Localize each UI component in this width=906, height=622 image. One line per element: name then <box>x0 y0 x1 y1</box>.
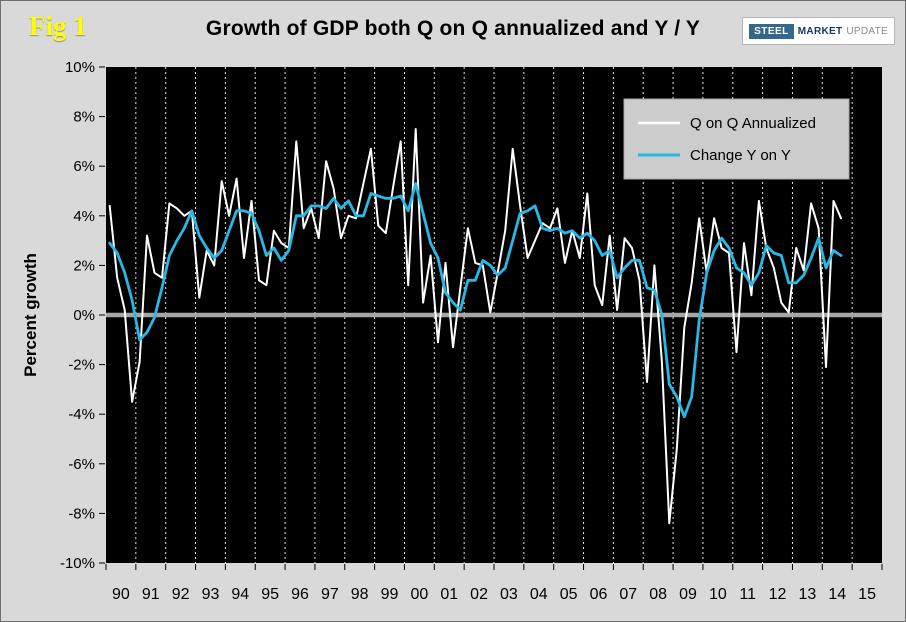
x-tick-label: 15 <box>858 586 876 603</box>
y-tick-label: -2% <box>68 357 95 374</box>
y-axis-title: Percent growth <box>21 253 40 377</box>
y-axis: 10% 8% 6% 4% 2% 0% -2% -4% -6% -8% -10% <box>60 59 105 572</box>
y-tick-label: 6% <box>73 158 95 175</box>
figure-label: Fig 1 <box>29 11 87 41</box>
x-tick-label: 04 <box>530 586 548 603</box>
x-tick-label: 08 <box>649 586 667 603</box>
y-tick-label: -4% <box>68 406 95 423</box>
x-tick-label: 14 <box>828 586 846 603</box>
y-tick-label: -10% <box>60 555 95 572</box>
x-tick-label: 95 <box>261 586 279 603</box>
x-tick-label: 98 <box>351 586 369 603</box>
x-tick-label: 06 <box>590 586 608 603</box>
y-tick-label: 8% <box>73 109 95 126</box>
x-tick-label: 97 <box>321 586 339 603</box>
x-tick-label: 92 <box>172 586 190 603</box>
y-tick-label: 0% <box>73 307 95 324</box>
x-tick-label: 96 <box>291 586 309 603</box>
y-tick-label: 10% <box>65 59 95 76</box>
x-tick-label: 00 <box>410 586 428 603</box>
x-tick-label: 01 <box>440 586 458 603</box>
legend-box <box>623 98 850 180</box>
series-yoy-line <box>108 182 843 419</box>
series-qoq-line <box>108 128 842 525</box>
y-tick-label: -6% <box>68 456 95 473</box>
chart-title: Growth of GDP both Q on Q annualized and… <box>205 17 701 40</box>
x-tick-label: 99 <box>381 586 399 603</box>
x-tick-label: 10 <box>709 586 727 603</box>
x-tick-label: 13 <box>798 586 816 603</box>
legend: Q on Q Annualized Change Y on Y <box>623 98 850 180</box>
x-tick-label: 91 <box>142 586 160 603</box>
x-tick-label: 05 <box>560 586 578 603</box>
legend-label: Q on Q Annualized <box>690 115 816 132</box>
y-tick-label: -8% <box>68 505 95 522</box>
logo-market-text: MARKET <box>797 25 843 37</box>
logo-update-text: UPDATE <box>846 25 888 37</box>
smu-logo: STEEL MARKET UPDATE <box>742 17 895 45</box>
x-tick-label: 03 <box>500 586 518 603</box>
x-tick-label: 12 <box>769 586 787 603</box>
x-tick-label: 02 <box>470 586 488 603</box>
x-tick-label: 94 <box>231 586 249 603</box>
x-tick-label: 09 <box>679 586 697 603</box>
legend-label: Change Y on Y <box>690 147 791 164</box>
y-tick-label: 2% <box>73 257 95 274</box>
x-tick-label: 90 <box>112 586 130 603</box>
y-tick-label: 4% <box>73 208 95 225</box>
x-axis: 90 91 92 93 94 95 96 97 98 99 00 01 02 03 04 05 06 07 08 09… <box>105 564 883 603</box>
x-tick-label: 93 <box>202 586 220 603</box>
x-tick-label: 11 <box>739 586 756 603</box>
x-tick-label: 07 <box>619 586 637 603</box>
logo-steel-text: STEEL <box>749 23 794 39</box>
